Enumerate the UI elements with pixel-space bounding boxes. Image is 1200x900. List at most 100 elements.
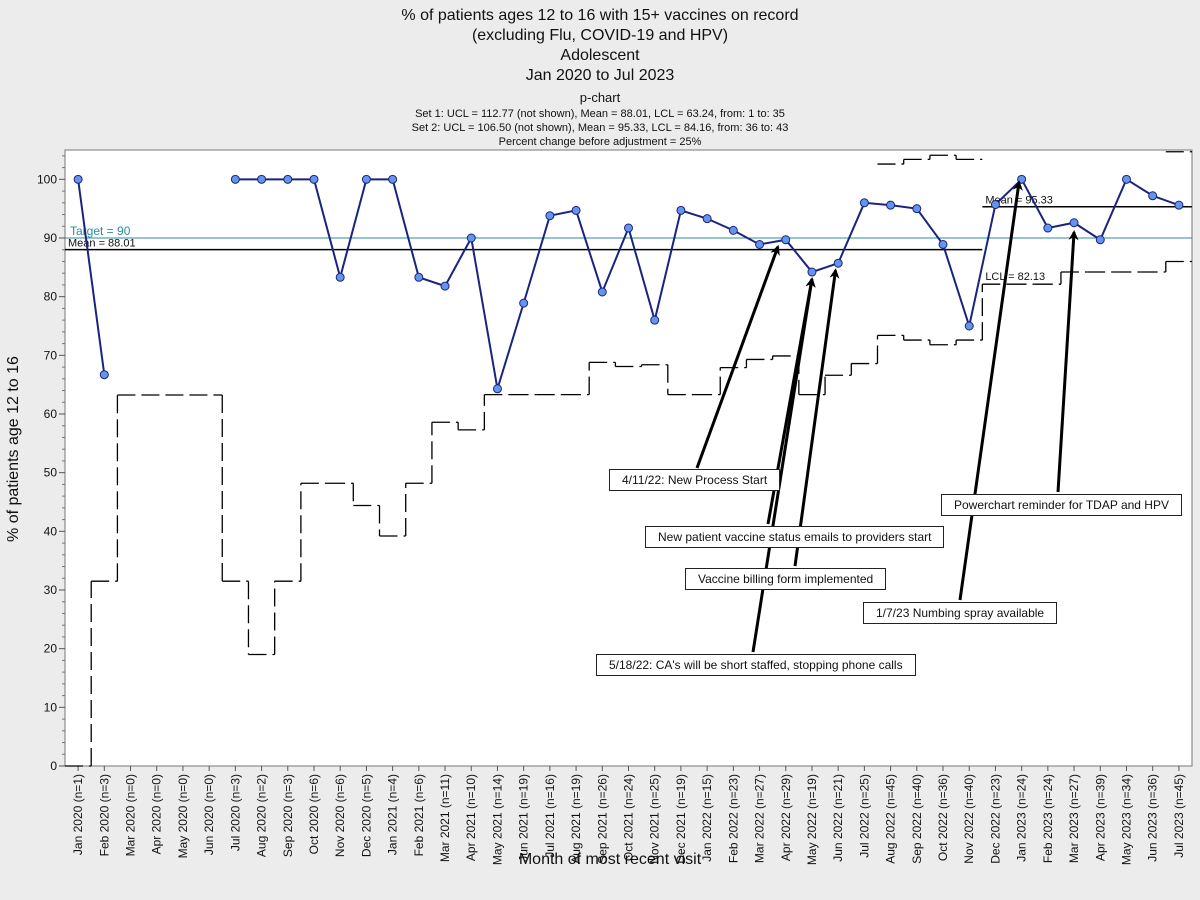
title-line-4: Jan 2020 to Jul 2023 <box>525 67 675 84</box>
data-point <box>938 239 948 249</box>
data-point <box>466 233 476 243</box>
y-tick-label: 50 <box>44 466 58 480</box>
data-point <box>807 267 817 277</box>
data-point <box>440 281 450 291</box>
x-tick-label: Sep 2021 (n=26) <box>595 774 609 864</box>
data-point <box>257 174 267 184</box>
annotation-arrow <box>1056 230 1079 493</box>
x-tick-label: Nov 2020 (n=6) <box>333 774 347 857</box>
data-point <box>414 272 424 282</box>
y-tick-label: 90 <box>44 231 58 245</box>
data-point <box>912 204 922 214</box>
data-point <box>833 258 843 268</box>
x-tick-label: Feb 2020 (n=3) <box>97 774 111 856</box>
annotation-billing-form: Vaccine billing form implemented <box>685 568 887 590</box>
x-tick-label: Jan 2021 (n=4) <box>386 774 400 855</box>
annotation-new-process: 4/11/22: New Process Start <box>609 469 781 491</box>
y-tick-label: 80 <box>44 290 58 304</box>
y-tick-label: 20 <box>44 642 58 656</box>
data-point <box>1121 174 1131 184</box>
lcl-label: LCL = 82.13 <box>985 271 1045 283</box>
title-line-3: Adolescent <box>560 47 640 64</box>
x-tick-label: Dec 2021 (n=19) <box>674 774 688 864</box>
y-tick-label: 40 <box>44 524 58 538</box>
annotation-status-emails: New patient vaccine status emails to pro… <box>645 526 945 548</box>
x-tick-label: Jan 2022 (n=15) <box>700 774 714 862</box>
annotation-arrow <box>958 180 1023 601</box>
x-tick-label: Sep 2022 (n=40) <box>910 774 924 864</box>
x-tick-label: Jun 2021 (n=19) <box>517 774 531 862</box>
title-line-1: % of patients ages 12 to 16 with 15+ vac… <box>401 7 799 24</box>
y-tick-label: 100 <box>37 172 57 186</box>
x-tick-label: Mar 2022 (n=27) <box>753 774 767 863</box>
data-point <box>545 211 555 221</box>
data-point <box>571 205 581 215</box>
data-point <box>1095 235 1105 245</box>
data-point <box>361 174 371 184</box>
x-tick-label: Jan 2020 (n=1) <box>71 774 85 855</box>
title-line-2: (excluding Flu, COVID-19 and HPV) <box>471 27 729 44</box>
x-tick-label: Feb 2023 (n=24) <box>1041 774 1055 863</box>
x-tick-label: Feb 2021 (n=6) <box>412 774 426 856</box>
annotation-powerchart: Powerchart reminder for TDAP and HPV <box>941 494 1182 516</box>
data-point <box>492 384 502 394</box>
x-tick-label: Jan 2023 (n=24) <box>1015 774 1029 862</box>
data-point <box>676 205 686 215</box>
data-point <box>309 174 319 184</box>
data-point <box>99 370 109 380</box>
annotation-numbing-spray: 1/7/23 Numbing spray available <box>863 602 1058 624</box>
chart-kind: p-chart <box>579 90 621 105</box>
x-tick-label: Aug 2022 (n=45) <box>884 774 898 864</box>
x-tick-label: Apr 2023 (n=39) <box>1093 774 1107 861</box>
x-tick-label: Nov 2022 (n=40) <box>962 774 976 864</box>
x-tick-label: Jun 2022 (n=21) <box>831 774 845 862</box>
data-point <box>964 321 974 331</box>
x-tick-label: Apr 2020 (n=0) <box>150 774 164 854</box>
data-point <box>755 239 765 249</box>
target-label: Target = 90 <box>70 224 131 238</box>
data-point <box>597 287 607 297</box>
x-tick-label: Mar 2023 (n=27) <box>1067 774 1081 863</box>
x-tick-label: Feb 2022 (n=23) <box>726 774 740 863</box>
annotation-arrow <box>695 244 780 469</box>
x-tick-label: Jul 2020 (n=3) <box>228 774 242 851</box>
y-axis-label: % of patients age 12 to 16 <box>5 356 22 542</box>
data-point <box>73 174 83 184</box>
x-tick-label: Dec 2022 (n=23) <box>988 774 1002 864</box>
x-tick-label: Apr 2021 (n=10) <box>464 774 478 861</box>
y-tick-label: 30 <box>44 583 58 597</box>
data-point <box>1017 174 1027 184</box>
x-tick-label: Jul 2021 (n=16) <box>543 774 557 858</box>
data-point <box>283 174 293 184</box>
annotation-arrow <box>793 268 840 567</box>
x-tick-label: May 2020 (n=0) <box>176 774 190 858</box>
series-line <box>77 179 106 375</box>
data-point <box>230 174 240 184</box>
annotation-short-staffed: 5/18/22: CA's will be short staffed, sto… <box>596 654 916 676</box>
data-point <box>728 225 738 235</box>
x-tick-label: Nov 2021 (n=25) <box>648 774 662 864</box>
x-axis-label: Month of most recent visit <box>518 851 702 868</box>
data-point <box>1148 191 1158 201</box>
data-point <box>781 235 791 245</box>
x-tick-label: Dec 2020 (n=5) <box>359 774 373 857</box>
x-tick-label: May 2023 (n=34) <box>1119 774 1133 865</box>
x-tick-label: Jun 2020 (n=0) <box>202 774 216 855</box>
x-tick-label: Apr 2022 (n=29) <box>779 774 793 861</box>
data-point <box>1069 218 1079 228</box>
y-tick-label: 10 <box>44 700 58 714</box>
x-tick-label: May 2021 (n=14) <box>490 774 504 865</box>
data-point <box>1043 223 1053 233</box>
x-tick-label: Jun 2023 (n=36) <box>1146 774 1160 862</box>
x-tick-label: May 2022 (n=19) <box>805 774 819 865</box>
x-tick-label: Mar 2020 (n=0) <box>124 774 138 856</box>
data-point <box>519 298 529 308</box>
x-tick-label: Sep 2020 (n=3) <box>281 774 295 857</box>
x-tick-label: Jul 2023 (n=45) <box>1172 774 1186 858</box>
data-point <box>859 198 869 208</box>
x-tick-label: Oct 2022 (n=36) <box>936 774 950 861</box>
data-point <box>990 200 1000 210</box>
y-tick-label: 60 <box>44 407 58 421</box>
chart-title: % of patients ages 12 to 16 with 15+ vac… <box>0 6 1200 149</box>
